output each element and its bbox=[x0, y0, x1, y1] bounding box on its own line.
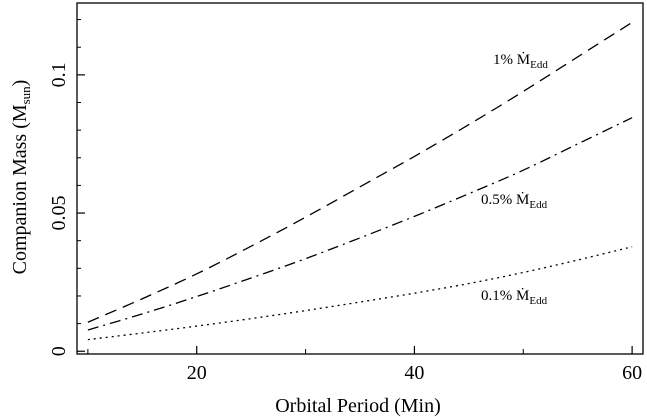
y-axis: 0 0.05 0.1 bbox=[48, 20, 85, 357]
y-tick-label: 0.1 bbox=[48, 62, 70, 87]
x-axis-title: Orbital Period (Min) bbox=[275, 395, 441, 417]
x-tick-label: 60 bbox=[622, 362, 642, 384]
series-label-01pct: 0.1% ṀEdd bbox=[481, 288, 548, 307]
series-label-05pct: 0.5% ṀEdd bbox=[481, 192, 548, 211]
x-tick-label: 20 bbox=[187, 362, 207, 384]
y-axis-title-close: ) bbox=[9, 80, 31, 87]
y-axis-title-sub: sun bbox=[18, 86, 33, 105]
x-tick-label: 40 bbox=[404, 362, 424, 384]
y-tick-label: 0 bbox=[48, 346, 70, 356]
series-line-2 bbox=[88, 247, 632, 340]
series-label-1pct: 1% ṀEdd bbox=[493, 52, 548, 71]
y-axis-title-main: Companion Mass (M bbox=[9, 104, 31, 274]
x-axis: 20 40 60 bbox=[88, 346, 642, 384]
y-tick-label: 0.05 bbox=[48, 196, 70, 231]
y-axis-title: Companion Mass (Msun) bbox=[9, 80, 33, 275]
series-layer bbox=[88, 22, 632, 339]
series-line-1 bbox=[88, 118, 632, 330]
plot-frame bbox=[77, 3, 643, 354]
series-line-0 bbox=[88, 22, 632, 322]
